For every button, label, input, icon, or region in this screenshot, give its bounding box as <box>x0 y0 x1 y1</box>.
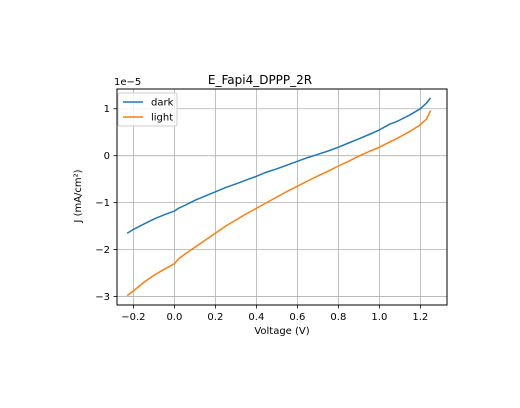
x-tick-label: 0.8 <box>330 312 346 323</box>
x-tick-label: −0.2 <box>121 312 145 323</box>
x-tick-label: 0.6 <box>289 312 305 323</box>
y-tick-label: 0 <box>104 151 110 162</box>
x-tick-label: 0.2 <box>207 312 223 323</box>
x-tick-label: 1.0 <box>371 312 387 323</box>
legend: dark light <box>118 93 177 126</box>
legend-label-dark: dark <box>151 98 174 109</box>
chart-title: E_Fapi4_DPPP_2R <box>208 73 312 87</box>
y-axis-label: J (mA/cm²) <box>73 169 84 223</box>
y-tick-label: −2 <box>95 245 110 256</box>
x-axis-label: Voltage (V) <box>254 326 309 337</box>
y-axis-multiplier: 1e−5 <box>114 77 141 88</box>
y-tick-label: −3 <box>95 292 110 303</box>
x-tick-label: 1.2 <box>412 312 428 323</box>
x-tick-label: 0.0 <box>166 312 182 323</box>
legend-label-light: light <box>151 113 173 124</box>
x-tick-label: 0.4 <box>248 312 264 323</box>
y-tick-label: −1 <box>95 198 110 209</box>
y-tick-label: 1 <box>104 104 110 115</box>
